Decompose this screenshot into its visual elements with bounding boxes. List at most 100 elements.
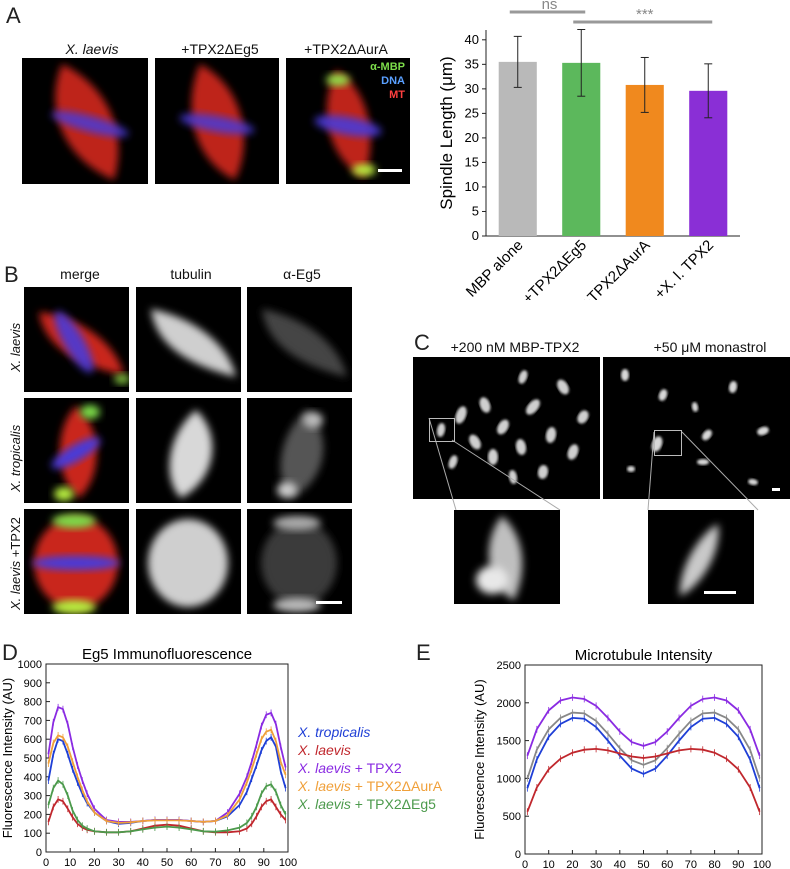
spindle-spot: [479, 397, 491, 413]
micrograph-a-dEg5: [155, 58, 279, 184]
chart-title: Microtubule Intensity: [575, 647, 713, 664]
y-tick-label: 700: [24, 715, 42, 727]
y-tick-label: 30: [465, 81, 479, 96]
spindle-length-bar-chart: 0 5 10 15 20 25 30 35 40 Spindle Length (μm) MBP a…: [437, 0, 740, 300]
legend-species: X. laevis: [298, 796, 351, 812]
x-tick-label: 10: [543, 859, 555, 869]
panel-b-col-eg5: α-Eg5: [283, 266, 321, 282]
legend-suffix: + TPX2ΔEg5: [350, 796, 436, 812]
x-tick-label: 40: [137, 857, 149, 869]
spindle-spot: [497, 419, 509, 435]
y-tick-label: 2000: [497, 698, 521, 710]
category-label: MBP alone: [463, 237, 527, 300]
x-tick-label: 90: [258, 857, 270, 869]
spindle-spot: [537, 465, 549, 479]
panel-b-col-tubulin: tubulin: [170, 266, 212, 282]
panel-b-row-tropicalis: X. tropicalis: [8, 424, 23, 492]
x-tick-label: 20: [566, 859, 578, 869]
panel-b-letter: B: [4, 262, 19, 287]
y-tick-label: 10: [465, 179, 479, 194]
chart-title: Eg5 Immunofluorescence: [82, 646, 252, 663]
panel-a-letter: A: [6, 3, 21, 28]
eg5-immunofluorescence-chart: 0 100 200 300 400 500 600 700 800 900 1000 0 10 20 30 4…: [0, 646, 297, 869]
scale-bar: [316, 601, 342, 604]
micrograph-b-laevis-merge: [24, 287, 129, 392]
channel-label-mbp: α-MBP: [370, 61, 405, 73]
micrograph-c-monastrol-field: [603, 357, 790, 499]
field-image: [436, 370, 589, 484]
spindle-spot: [757, 426, 769, 436]
x-tick-label: 0: [522, 859, 528, 869]
channel-label-dna: DNA: [381, 75, 405, 87]
micrograph-c-tpx2-zoom: [454, 510, 560, 604]
y-tick-label: 800: [24, 697, 42, 709]
y-tick-label: 35: [465, 56, 479, 71]
x-tick-label: 70: [209, 857, 221, 869]
spindle-spot: [469, 434, 481, 450]
y-axis-label: Spindle Length (μm): [437, 56, 456, 209]
spindle-image: [262, 309, 347, 377]
y-tick-label: 500: [503, 811, 521, 823]
spindle-image: [314, 70, 382, 178]
panel-b-col-merge: merge: [60, 266, 100, 282]
spindle-image: [261, 516, 337, 612]
category-label: +TPX2ΔAurA: [578, 237, 653, 300]
spindle-image: [51, 405, 101, 501]
spindle-image: [151, 309, 236, 377]
spindle-spot: [526, 399, 540, 415]
series-line: [47, 706, 287, 823]
y-tick-label: 400: [24, 772, 42, 784]
x-tick-label: 50: [161, 857, 173, 869]
y-tick-label: 40: [465, 32, 479, 47]
micrograph-b-tpx2-tubulin: [136, 509, 241, 614]
x-tick-label: 10: [64, 857, 76, 869]
x-tick-label: 60: [185, 857, 197, 869]
legend-tropicalis: X. tropicalis: [298, 724, 371, 740]
spindle-spot: [748, 478, 758, 486]
panel-a-label-laevis: X. laevis: [65, 41, 119, 57]
micrograph-b-tpx2-merge: [24, 509, 129, 614]
y-tick-label: 2500: [497, 660, 521, 672]
row-species: X. laevis: [8, 560, 23, 610]
y-tick-label: 200: [24, 809, 42, 821]
spindle-spot: [691, 402, 699, 412]
x-tick-label: 100: [279, 857, 297, 869]
category-label: +X. l. TPX2: [651, 237, 717, 300]
spindle-spot: [436, 423, 446, 437]
y-tick-label: 20: [465, 130, 479, 145]
spindle-spot: [455, 406, 467, 424]
legend-species: X. laevis: [298, 760, 351, 776]
legend-species: X. laevis: [298, 778, 351, 794]
spindle-image: [679, 524, 719, 596]
y-axis-label: Fluorescence Intensity (AU): [0, 678, 15, 838]
scale-bar: [378, 169, 402, 172]
spindle-spot: [577, 410, 589, 424]
micrograph-b-tropicalis-merge: [24, 398, 129, 503]
legend-laevis: X. laevis: [298, 742, 351, 758]
spindle-spot: [697, 459, 709, 465]
scale-bar: [772, 488, 780, 491]
micrograph-a-laevis: [22, 58, 148, 184]
legend-laevis-aura: X. laevis + TPX2ΔAurA: [298, 778, 442, 794]
y-tick-label: 25: [465, 105, 479, 120]
spindle-image: [277, 410, 324, 498]
panel-a-label-dEg5: +TPX2ΔEg5: [181, 41, 259, 57]
panel-c-label-monastrol: +50 μM monastrol: [653, 339, 767, 355]
spindle-image: [148, 519, 228, 607]
spindle-image: [39, 311, 129, 384]
micrograph-c-monastrol-zoom: [648, 510, 754, 604]
spindle-spot: [448, 455, 458, 469]
spindle-image: [51, 64, 129, 180]
panel-c-letter: C: [414, 330, 430, 355]
x-tick-label: 90: [732, 859, 744, 869]
panel-b-row-laevis: X. laevis: [8, 322, 23, 372]
x-tick-label: 80: [233, 857, 245, 869]
x-tick-label: 20: [88, 857, 100, 869]
y-tick-label: 1000: [497, 773, 521, 785]
y-tick-label: 0: [472, 228, 479, 243]
y-tick-label: 15: [465, 154, 479, 169]
legend-suffix: + TPX2ΔAurA: [350, 778, 443, 794]
x-tick-label: 50: [637, 859, 649, 869]
panel-a-label-dAurA: +TPX2ΔAurA: [304, 41, 388, 57]
y-tick-label: 500: [24, 753, 42, 765]
